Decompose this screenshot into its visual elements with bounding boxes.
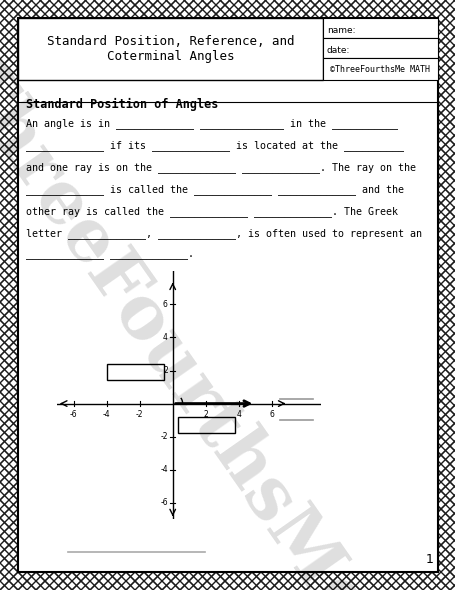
Text: and one ray is on the _____________ _____________. The ray on the: and one ray is on the _____________ ____…	[26, 162, 415, 173]
Bar	[177, 417, 235, 433]
Text: -2: -2	[160, 432, 167, 441]
Text: 4: 4	[162, 333, 167, 342]
Text: -2: -2	[136, 410, 143, 419]
Text: An angle is in _____________ ______________ in the ___________: An angle is in _____________ ___________…	[26, 118, 397, 129]
Bar	[322, 58, 437, 80]
Bar	[322, 18, 437, 38]
Text: letter _____________, _____________, is often used to represent an: letter _____________, _____________, is …	[26, 228, 421, 239]
Text: 1: 1	[425, 553, 432, 566]
Text: ThreeFourthsMe: ThreeFourthsMe	[0, 45, 382, 590]
Text: Standard Position, Reference, and
Coterminal Angles: Standard Position, Reference, and Coterm…	[47, 35, 293, 63]
Text: name:: name:	[326, 25, 355, 34]
Bar	[106, 364, 164, 381]
Text: _____________ _____________.: _____________ _____________.	[26, 250, 193, 260]
Text: -4: -4	[102, 410, 110, 419]
Text: 6: 6	[162, 300, 167, 309]
Text: -6: -6	[160, 498, 167, 507]
Text: 2: 2	[162, 366, 167, 375]
Text: other ray is called the _____________ _____________. The Greek: other ray is called the _____________ __…	[26, 206, 397, 217]
Text: ©ThreeFourthsMe MATH: ©ThreeFourthsMe MATH	[330, 64, 430, 74]
Text: 6: 6	[269, 410, 273, 419]
Text: -6: -6	[70, 410, 77, 419]
Bar	[18, 18, 322, 80]
Text: 2: 2	[203, 410, 207, 419]
Text: _____________ if its _____________ is located at the __________: _____________ if its _____________ is lo…	[26, 140, 403, 151]
Text: Standard Position of Angles: Standard Position of Angles	[26, 98, 218, 111]
Text: _____________ is called the _____________ _____________ and the: _____________ is called the ____________…	[26, 184, 403, 195]
Text: -4: -4	[160, 465, 167, 474]
Text: 4: 4	[236, 410, 241, 419]
Bar	[322, 38, 437, 58]
Text: date:: date:	[326, 45, 349, 54]
